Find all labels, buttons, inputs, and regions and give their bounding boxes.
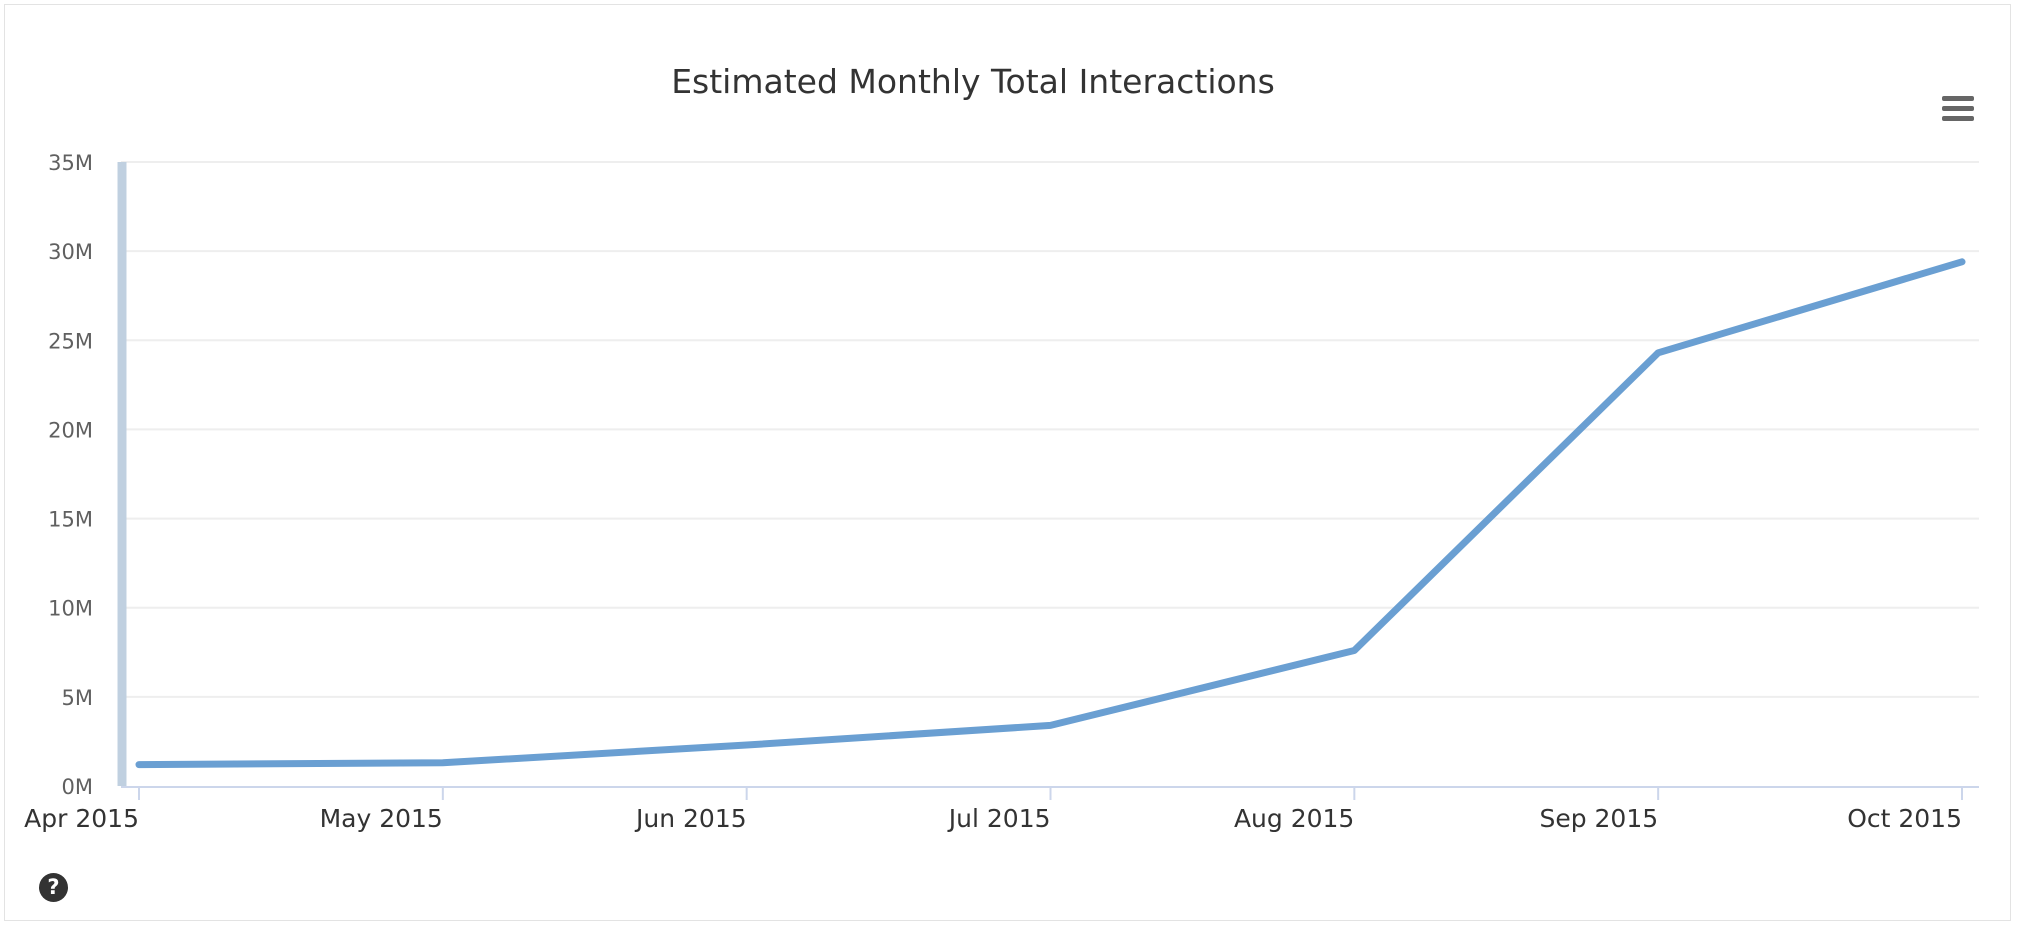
data-point[interactable] [1048, 723, 1053, 728]
y-tick-label: 20M [48, 418, 93, 442]
hamburger-menu-icon [1942, 96, 1974, 101]
data-point[interactable] [1960, 259, 1964, 264]
y-tick-label: 25M [48, 329, 93, 353]
x-tick-label: Jul 2015 [947, 804, 1051, 833]
axes [117, 162, 1979, 788]
x-tick-label: Oct 2015 [1847, 804, 1962, 833]
data-point[interactable] [1656, 350, 1661, 355]
data-point[interactable] [744, 742, 749, 747]
data-point[interactable] [1352, 648, 1357, 653]
y-axis-ticks: 0M 5M 10M 15M 20M 25M 30M 35M [48, 151, 93, 799]
y-tick-label: 30M [48, 240, 93, 264]
series-layer [135, 258, 1966, 769]
chart-menu-button[interactable] [1940, 92, 1976, 126]
x-tick-label: Sep 2015 [1539, 804, 1658, 833]
hamburger-menu-icon-bar [1942, 116, 1974, 121]
chart-title: Estimated Monthly Total Interactions [671, 62, 1275, 101]
x-tick-label: May 2015 [320, 804, 443, 833]
question-circle-icon[interactable]: ? [39, 873, 68, 902]
chart-card [4, 4, 2011, 921]
data-point[interactable] [440, 760, 445, 765]
data-point[interactable] [137, 762, 141, 767]
y-tick-label: 5M [62, 686, 93, 710]
hamburger-menu-icon-bar [1942, 106, 1974, 111]
y-tick-label: 10M [48, 597, 93, 621]
y-tick-label: 0M [62, 775, 93, 799]
x-tick-label: Aug 2015 [1234, 804, 1354, 833]
grid-lines [121, 161, 1979, 698]
y-tick-label: 35M [48, 151, 93, 175]
x-tick-label: Jun 2015 [634, 804, 747, 833]
x-axis-ticks: Apr 2015 May 2015 Jun 2015 Jul 2015 Aug 2015… [24, 787, 1963, 833]
series-line [135, 258, 1966, 769]
y-tick-label: 15M [48, 508, 93, 532]
x-tick-label: Apr 2015 [24, 804, 139, 833]
